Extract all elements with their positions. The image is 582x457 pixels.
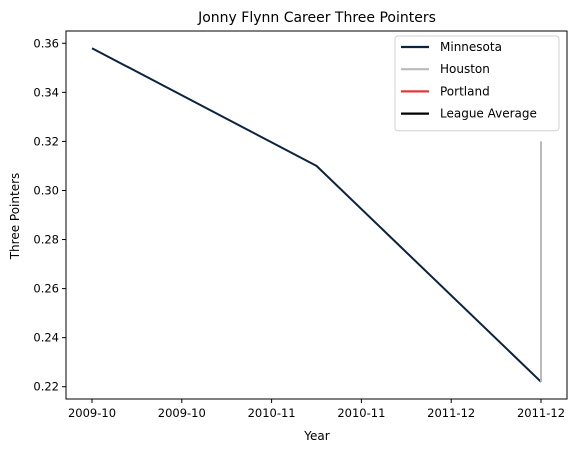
legend-label: Minnesota [440, 40, 502, 54]
x-tick-label: 2010-11 [248, 406, 296, 420]
legend-label: Portland [440, 84, 490, 98]
x-tick-label: 2011-12 [517, 406, 565, 420]
y-tick-label: 0.32 [33, 134, 59, 148]
x-tick-label: 2009-10 [68, 406, 116, 420]
plot-frame [65, 30, 568, 400]
chart-title: Jonny Flynn Career Three Pointers [197, 10, 436, 26]
legend-box [394, 35, 560, 132]
y-tick-label: 0.30 [33, 183, 59, 197]
y-axis-label: Three Pointers [8, 173, 22, 261]
legend-label: League Average [440, 107, 537, 121]
y-tick-label: 0.26 [33, 282, 59, 296]
x-tick-label: 2009-10 [158, 406, 206, 420]
y-tick-label: 0.24 [33, 331, 59, 345]
y-tick-label: 0.34 [33, 85, 59, 99]
legend-label: Houston [440, 62, 490, 76]
series-line-minnesota [91, 47, 542, 383]
x-tick-label: 2011-12 [427, 406, 475, 420]
x-axis-label: Year [303, 429, 329, 443]
y-tick-label: 0.36 [33, 36, 59, 50]
y-tick-label: 0.22 [33, 380, 59, 394]
y-tick-label: 0.28 [33, 233, 59, 247]
x-tick-label: 2010-11 [337, 406, 385, 420]
